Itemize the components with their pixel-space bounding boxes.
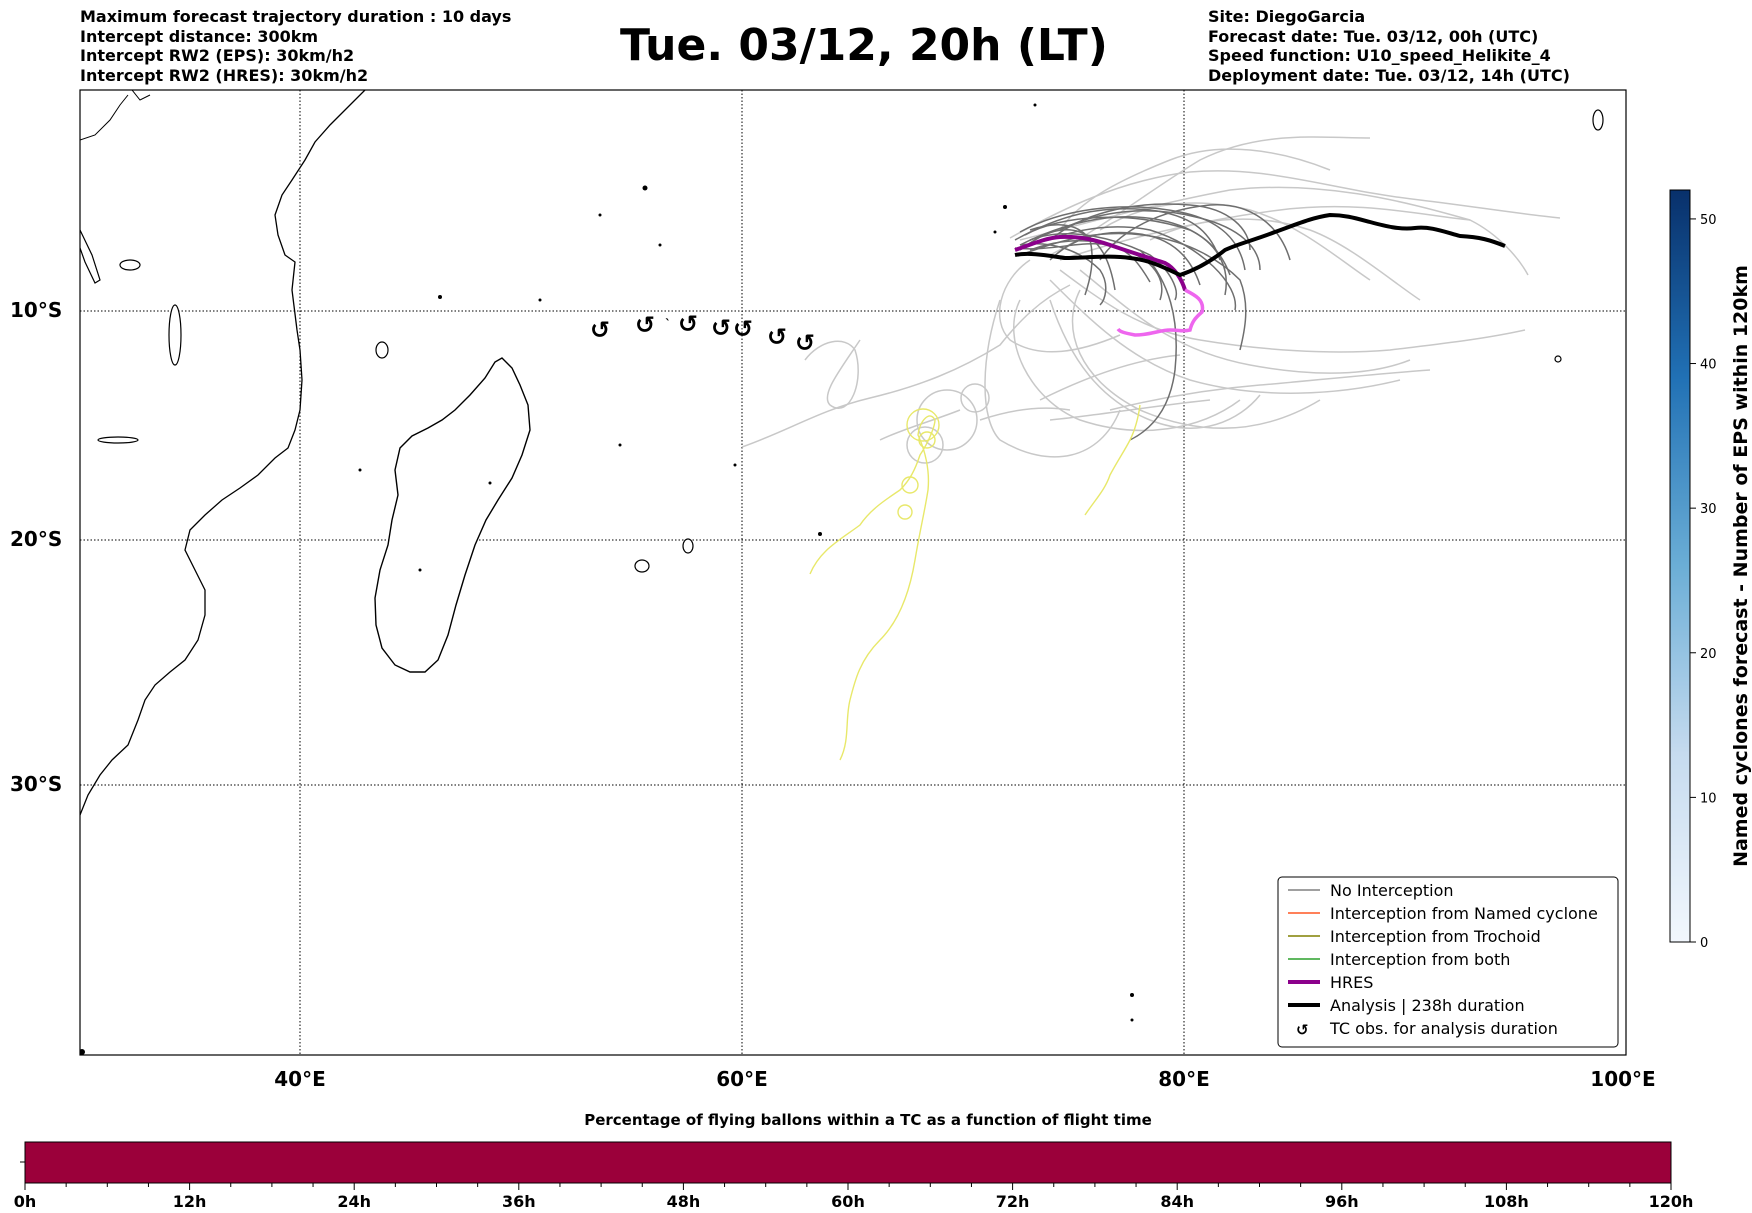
- legend-swatch-tc-obs: ↺: [1296, 1021, 1309, 1039]
- bottom-colorbar: Percentage of flying ballons within a TC…: [14, 1111, 1694, 1211]
- svg-text:↺: ↺: [635, 311, 655, 339]
- map-title: Tue. 03/12, 20h (LT): [620, 20, 1108, 71]
- bottom-colorbar-bar: [24, 1141, 1672, 1184]
- deployment-date-text: Deployment date: Tue. 03/12, 14h (UTC): [1208, 65, 1570, 85]
- bottom-colorbar-tick-label: 0h: [14, 1192, 37, 1211]
- madagascar-coastline: [374, 357, 531, 673]
- lon-labels: 40°E 60°E 80°E 100°E: [274, 1067, 1655, 1091]
- svg-text:↺: ↺: [795, 329, 815, 357]
- svg-text:↺: ↺: [733, 315, 753, 343]
- lon-label-60e: 60°E: [716, 1067, 768, 1091]
- svg-text:`: `: [665, 317, 671, 331]
- right-colorbar-ramp: [1669, 189, 1691, 943]
- intercept-distance-text: Intercept distance: 300km: [80, 26, 319, 46]
- island-dots: [80, 103, 1134, 1055]
- legend-label-trochoid: Interception from Trochoid: [1330, 927, 1541, 946]
- legend-label-tc-obs: TC obs. for analysis duration: [1329, 1019, 1558, 1038]
- graticule: [80, 90, 1626, 1055]
- bottom-colorbar-ticks: 0h 12h 24h 36h 48h 60h 72h 84h 96h 108h 120h: [14, 1183, 1694, 1211]
- svg-text:↺: ↺: [767, 323, 787, 351]
- analysis-trajectory: [1014, 212, 1506, 278]
- right-colorbar-tick-label: 30: [1700, 502, 1717, 517]
- bottom-colorbar-tick-label: 60h: [831, 1192, 865, 1211]
- bottom-colorbar-tick-label: 48h: [667, 1192, 701, 1211]
- socotra-region-coastline: [80, 90, 151, 141]
- header-left-info: Maximum forecast trajectory duration : 1…: [80, 7, 511, 85]
- legend: No Interception Interception from Named …: [1277, 876, 1619, 1048]
- lat-label-20s: 20°S: [10, 527, 62, 551]
- small-islands: [97, 109, 1604, 573]
- right-colorbar-tick-label: 0: [1700, 936, 1708, 951]
- yellow-trajectories: [809, 404, 1141, 761]
- bottom-colorbar-tick-label: 12h: [173, 1192, 207, 1211]
- max-duration-text: Maximum forecast trajectory duration : 1…: [80, 7, 512, 26]
- svg-text:↺: ↺: [590, 316, 610, 344]
- speed-function-text: Speed function: U10_speed_Helikite_4: [1208, 46, 1551, 65]
- lat-label-30s: 30°S: [10, 772, 62, 796]
- site-text: Site: DiegoGarcia: [1208, 7, 1366, 26]
- legend-label-both: Interception from both: [1330, 950, 1510, 969]
- lon-label-100e: 100°E: [1590, 1067, 1655, 1091]
- hres-trajectory-continuation: [1116, 288, 1205, 337]
- lat-labels: 10°S 20°S 30°S: [10, 298, 62, 796]
- header-right-info: Site: DiegoGarcia Forecast date: Tue. 03…: [1208, 7, 1570, 85]
- legend-label-named-cyclone: Interception from Named cyclone: [1330, 904, 1598, 923]
- lon-label-40e: 40°E: [274, 1067, 326, 1091]
- right-colorbar-label: Named cyclones forecast - Number of EPS …: [1730, 265, 1752, 867]
- right-colorbar-tick-label: 20: [1700, 647, 1717, 662]
- right-colorbar-tick-label: 50: [1700, 213, 1717, 228]
- bottom-colorbar-tick-label: 84h: [1160, 1192, 1194, 1211]
- legend-label-hres: HRES: [1330, 973, 1373, 992]
- bottom-colorbar-tick-label: 36h: [502, 1192, 536, 1211]
- eps-loops: [804, 339, 990, 464]
- legend-box: [1277, 876, 1619, 1048]
- bottom-colorbar-tick-label: 24h: [337, 1192, 371, 1211]
- bottom-colorbar-title: Percentage of flying ballons within a TC…: [584, 1111, 1152, 1129]
- svg-text:↺: ↺: [711, 314, 731, 342]
- bottom-colorbar-tick-label: 96h: [1325, 1192, 1359, 1211]
- legend-label-no-interception: No Interception: [1330, 881, 1454, 900]
- intercept-eps-text: Intercept RW2 (EPS): 30km/h2: [80, 46, 355, 65]
- legend-label-analysis: Analysis | 238h duration: [1330, 996, 1525, 1015]
- horn-coastline: [80, 229, 101, 284]
- map-content: ↺ ↺ ↺ ↺ ↺ ↺ ↺ `: [80, 90, 1626, 1055]
- bottom-colorbar-tick-label: 108h: [1484, 1192, 1529, 1211]
- eps-trajectories-light: [741, 136, 1561, 458]
- right-colorbar-tick-label: 10: [1700, 791, 1717, 806]
- right-colorbar-tick-label: 40: [1700, 358, 1717, 373]
- hres-trajectory: [1014, 234, 1187, 291]
- svg-text:↺: ↺: [678, 310, 698, 338]
- africa-coastline: [80, 90, 366, 816]
- bottom-colorbar-tick-label: 120h: [1649, 1192, 1694, 1211]
- lon-label-80e: 80°E: [1158, 1067, 1210, 1091]
- eps-trajectories-dark: [1014, 203, 1291, 441]
- right-colorbar-ticks: 0 10 20 30 40 50: [1690, 213, 1717, 951]
- forecast-date-text: Forecast date: Tue. 03/12, 00h (UTC): [1208, 26, 1539, 46]
- right-colorbar: 0 10 20 30 40 50 Named cyclones forecast - Nu…: [1669, 189, 1752, 951]
- tc-obs-symbols: ↺ ↺ ↺ ↺ ↺ ↺ ↺ `: [590, 310, 815, 357]
- intercept-hres-text: Intercept RW2 (HRES): 30km/h2: [80, 65, 369, 85]
- bottom-colorbar-tick-label: 72h: [996, 1192, 1030, 1211]
- lat-label-10s: 10°S: [10, 298, 62, 322]
